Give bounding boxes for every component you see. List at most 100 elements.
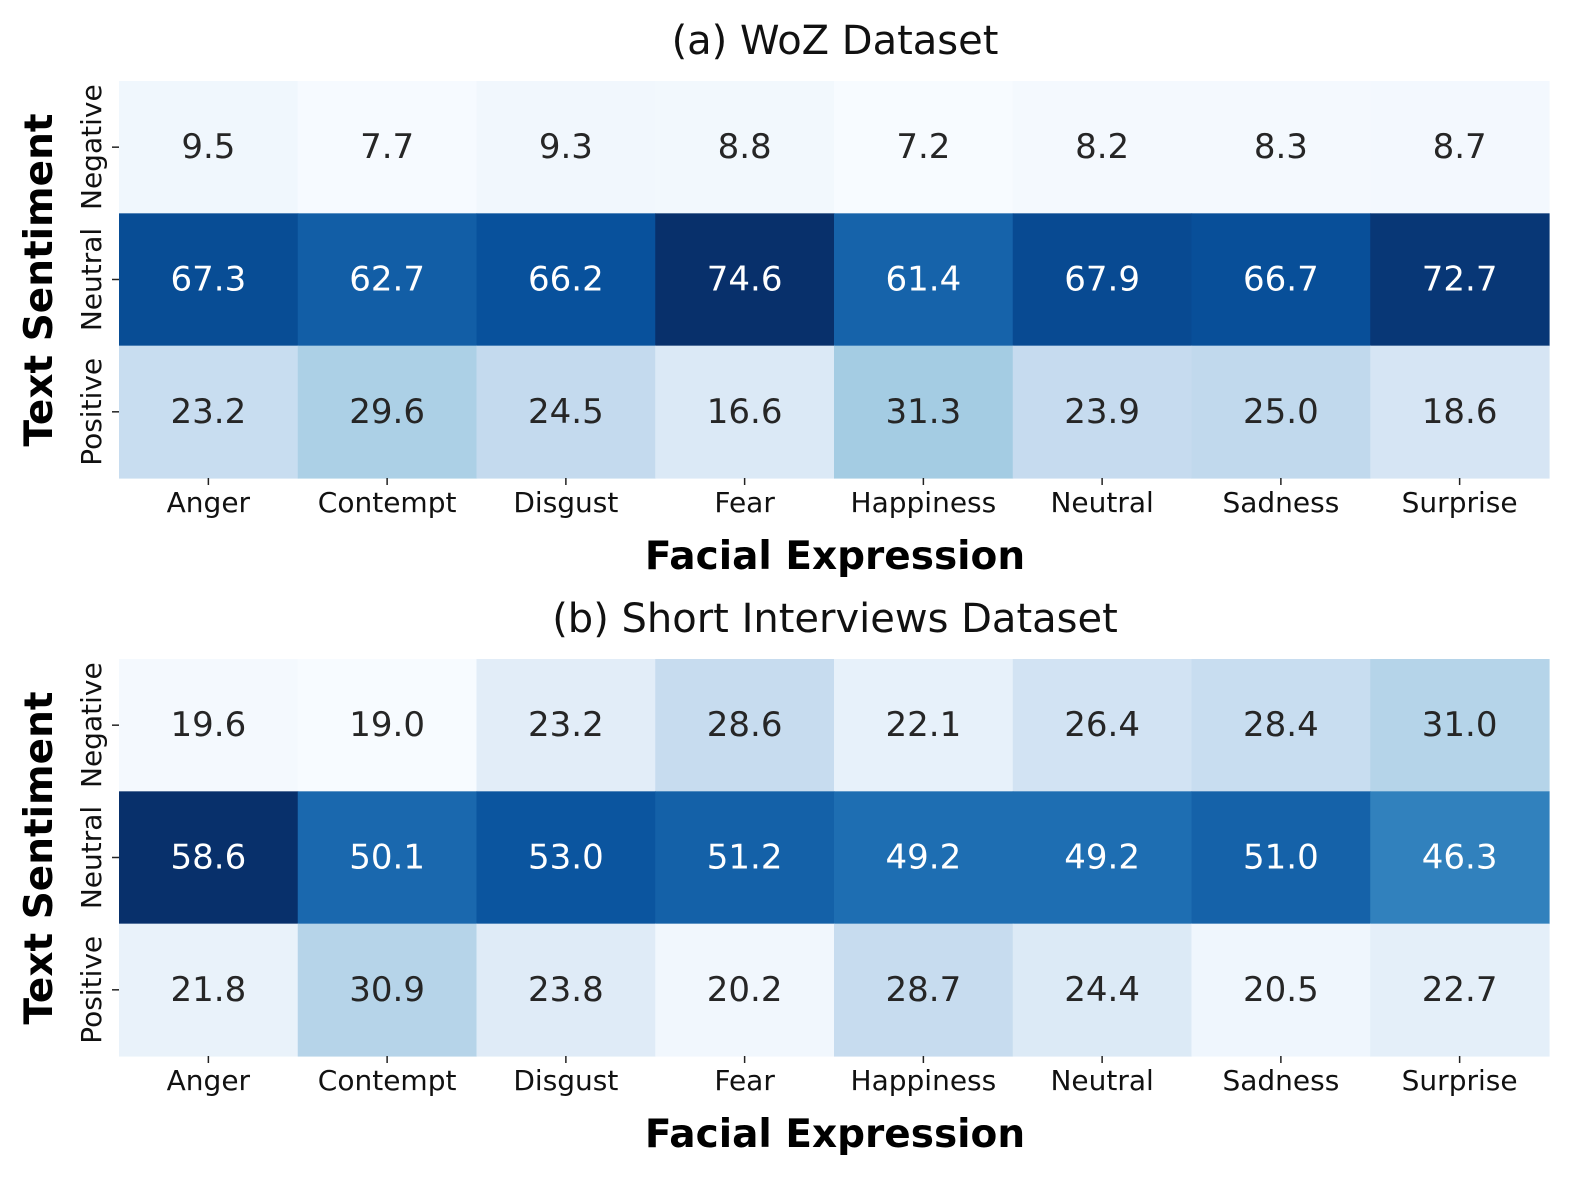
data-label-negative-fear: 8.8 xyxy=(718,127,772,167)
heatmap-cell-negative-disgust xyxy=(476,659,656,792)
heatmap-cell-neutral-happiness xyxy=(834,213,1014,347)
x-tick-label-neutral: Neutral xyxy=(1050,1064,1153,1097)
heatmap-cell-neutral-fear xyxy=(655,213,835,347)
data-label-positive-disgust: 24.5 xyxy=(528,392,604,432)
chart-title-short-interviews: (b) Short Interviews Dataset xyxy=(552,596,1118,642)
heatmap-cell-neutral-neutral xyxy=(1012,213,1193,347)
heatmap-cell-positive-contempt xyxy=(297,345,478,479)
x-tick-label-fear: Fear xyxy=(714,486,775,519)
heatmap-panel-short-interviews: (b) Short Interviews Dataset Text Sentim… xyxy=(17,596,1550,1157)
data-label-neutral-sadness: 66.7 xyxy=(1243,259,1319,299)
data-label-positive-anger: 21.8 xyxy=(171,970,247,1010)
data-label-neutral-surprise: 72.7 xyxy=(1422,259,1498,299)
heatmap-cell-neutral-happiness xyxy=(834,791,1014,925)
x-ticks-short-interviews: Anger Contempt Disgust Fear Happiness Neutral… xyxy=(167,1055,1518,1097)
heatmap-cell-positive-sadness xyxy=(1191,345,1371,479)
y-axis-label-woz: Text Sentiment xyxy=(17,113,62,446)
data-label-positive-surprise: 22.7 xyxy=(1422,970,1498,1010)
heatmap-cell-neutral-fear xyxy=(655,791,835,925)
data-label-positive-anger: 23.2 xyxy=(171,392,247,432)
heatmap-cell-neutral-disgust xyxy=(476,213,656,347)
heatmap-cell-neutral-sadness xyxy=(1191,213,1371,347)
heatmap-cell-neutral-disgust xyxy=(476,791,656,925)
heatmap-cell-positive-surprise xyxy=(1370,923,1550,1057)
data-label-negative-contempt: 19.0 xyxy=(349,705,425,745)
data-label-neutral-neutral: 67.9 xyxy=(1064,259,1140,299)
data-label-neutral-anger: 67.3 xyxy=(171,259,247,299)
data-label-positive-disgust: 23.8 xyxy=(528,970,604,1010)
x-tick-label-happiness: Happiness xyxy=(851,486,997,519)
heatmap-cell-positive-happiness xyxy=(834,923,1014,1057)
heatmap-cell-negative-anger xyxy=(119,659,299,792)
heatmap-cell-negative-neutral xyxy=(1012,659,1193,792)
x-tick-label-contempt: Contempt xyxy=(318,486,457,519)
y-tick-label-neutral: Neutral xyxy=(75,228,108,331)
heatmap-cell-negative-anger xyxy=(119,81,299,214)
data-label-positive-contempt: 30.9 xyxy=(349,970,425,1010)
data-label-neutral-sadness: 51.0 xyxy=(1243,837,1319,877)
heatmap-cell-negative-surprise xyxy=(1370,81,1550,214)
data-label-negative-neutral: 8.2 xyxy=(1075,127,1129,167)
heatmap-cell-negative-happiness xyxy=(834,81,1014,214)
data-label-neutral-happiness: 49.2 xyxy=(886,837,962,877)
x-tick-label-neutral: Neutral xyxy=(1050,486,1153,519)
data-label-neutral-disgust: 66.2 xyxy=(528,259,604,299)
heatmap-cell-negative-fear xyxy=(655,81,835,214)
x-ticks-woz: Anger Contempt Disgust Fear Happiness Neutral… xyxy=(167,477,1518,519)
x-tick-label-sadness: Sadness xyxy=(1222,486,1339,519)
data-label-negative-sadness: 8.3 xyxy=(1254,127,1308,167)
data-label-neutral-neutral: 49.2 xyxy=(1064,837,1140,877)
x-tick-label-happiness: Happiness xyxy=(851,1064,997,1097)
heatmap-cell-neutral-neutral xyxy=(1012,791,1193,925)
data-label-positive-neutral: 24.4 xyxy=(1064,970,1140,1010)
heatmap-cells-short-interviews: 19.6 19.0 23.2 28.6 22.1 26.4 28.4 31.0 58.6 50.1… xyxy=(119,659,1550,1057)
heatmap-cell-negative-surprise xyxy=(1370,659,1550,792)
heatmap-cell-positive-disgust xyxy=(476,923,656,1057)
data-label-positive-surprise: 18.6 xyxy=(1422,392,1498,432)
x-tick-label-fear: Fear xyxy=(714,1064,775,1097)
heatmap-cell-negative-neutral xyxy=(1012,81,1193,214)
heatmap-cell-positive-disgust xyxy=(476,345,656,479)
data-label-positive-sadness: 20.5 xyxy=(1243,970,1319,1010)
heatmap-cell-neutral-contempt xyxy=(297,213,478,347)
heatmap-cell-negative-sadness xyxy=(1191,659,1371,792)
heatmap-cell-positive-anger xyxy=(119,345,299,479)
heatmap-cell-neutral-surprise xyxy=(1370,791,1550,925)
y-tick-label-positive: Positive xyxy=(75,936,108,1044)
y-tick-label-negative: Negative xyxy=(75,84,108,210)
heatmap-cell-positive-neutral xyxy=(1012,345,1193,479)
data-label-negative-disgust: 23.2 xyxy=(528,705,604,745)
x-tick-label-contempt: Contempt xyxy=(318,1064,457,1097)
heatmap-cell-positive-surprise xyxy=(1370,345,1550,479)
x-tick-label-surprise: Surprise xyxy=(1402,1064,1518,1097)
y-tick-label-positive: Positive xyxy=(75,358,108,466)
data-label-neutral-anger: 58.6 xyxy=(171,837,247,877)
heatmap-cell-neutral-anger xyxy=(119,213,299,347)
data-label-positive-happiness: 28.7 xyxy=(886,970,962,1010)
x-tick-label-disgust: Disgust xyxy=(513,1064,618,1097)
heatmap-cell-neutral-contempt xyxy=(297,791,478,925)
heatmap-cell-positive-contempt xyxy=(297,923,478,1057)
y-tick-label-negative: Negative xyxy=(75,662,108,788)
data-label-negative-anger: 9.5 xyxy=(181,127,235,167)
x-tick-label-sadness: Sadness xyxy=(1222,1064,1339,1097)
chart-title-woz: (a) WoZ Dataset xyxy=(672,18,999,64)
heatmap-cell-positive-sadness xyxy=(1191,923,1371,1057)
heatmap-cells-woz: 9.5 7.7 9.3 8.8 7.2 8.2 8.3 8.7 67.3 62.7 66.2 74.6… xyxy=(119,81,1550,479)
data-label-negative-disgust: 9.3 xyxy=(539,127,593,167)
x-axis-label-short-interviews: Facial Expression xyxy=(645,1112,1025,1157)
data-label-neutral-disgust: 53.0 xyxy=(528,837,604,877)
heatmap-cell-negative-sadness xyxy=(1191,81,1371,214)
heatmap-cell-negative-disgust xyxy=(476,81,656,214)
data-label-negative-neutral: 26.4 xyxy=(1064,705,1140,745)
x-axis-label-woz: Facial Expression xyxy=(645,534,1025,579)
heatmap-cell-negative-happiness xyxy=(834,659,1014,792)
heatmap-cell-positive-happiness xyxy=(834,345,1014,479)
heatmap-cell-positive-fear xyxy=(655,923,835,1057)
data-label-neutral-fear: 74.6 xyxy=(707,259,783,299)
data-label-neutral-contempt: 50.1 xyxy=(349,837,425,877)
data-label-negative-surprise: 31.0 xyxy=(1422,705,1498,745)
data-label-positive-neutral: 23.9 xyxy=(1064,392,1140,432)
heatmap-cell-positive-fear xyxy=(655,345,835,479)
data-label-positive-fear: 16.6 xyxy=(707,392,783,432)
